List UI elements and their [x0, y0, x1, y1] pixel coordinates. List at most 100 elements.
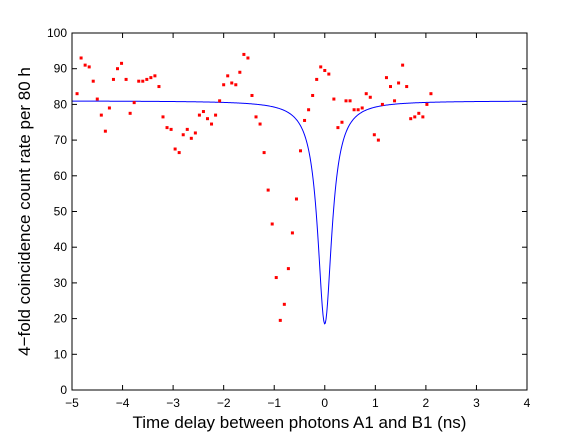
data-point [201, 110, 205, 114]
x-tick-label: 1 [372, 396, 379, 410]
data-point [132, 101, 136, 105]
data-point [364, 92, 368, 96]
data-point [87, 65, 91, 69]
data-point [226, 74, 230, 78]
data-point [393, 99, 397, 103]
data-point [286, 267, 290, 271]
data-point [290, 231, 294, 235]
axis-labels: Time delay between photons A1 and B1 (ns… [15, 67, 466, 432]
data-point [177, 151, 181, 155]
data-point [254, 115, 258, 119]
x-tick-label: 2 [423, 396, 430, 410]
data-point [294, 197, 298, 201]
x-tick-label: −3 [166, 396, 180, 410]
x-tick-label: 4 [524, 396, 531, 410]
y-axis-label: 4−fold coincidence count rate per 80 h [15, 67, 34, 356]
data-point [218, 99, 222, 103]
data-point [120, 61, 124, 65]
data-point [360, 106, 364, 110]
data-point [356, 108, 360, 112]
data-point [128, 111, 132, 115]
data-point [91, 79, 95, 83]
data-point [336, 126, 340, 130]
data-point [242, 52, 246, 56]
data-point [405, 85, 409, 89]
data-point [307, 108, 311, 112]
data-point [274, 276, 278, 280]
data-point [421, 115, 425, 119]
x-tick-label: −5 [65, 396, 79, 410]
data-point [368, 95, 372, 99]
x-axis-label: Time delay between photons A1 and B1 (ns… [133, 413, 467, 432]
data-point [214, 113, 218, 117]
data-point [348, 99, 352, 103]
data-point [270, 222, 274, 226]
data-point [238, 70, 242, 74]
data-point [389, 85, 392, 89]
data-point [303, 118, 307, 122]
data-point [413, 115, 417, 119]
data-point [116, 67, 119, 71]
data-point [380, 102, 384, 106]
data-point [384, 76, 388, 80]
data-point [282, 302, 286, 306]
data-point [344, 99, 348, 103]
x-tick-label: 3 [473, 396, 480, 410]
data-point [234, 83, 238, 87]
data-point [99, 113, 103, 117]
data-point [409, 117, 413, 121]
data-point [95, 97, 99, 101]
data-point [311, 93, 315, 97]
data-point [181, 133, 185, 137]
data-point [141, 79, 145, 83]
data-point [169, 127, 173, 131]
data-point [189, 136, 193, 140]
data-point [161, 115, 165, 119]
y-tick-label: 50 [54, 205, 68, 219]
data-point [401, 63, 405, 67]
y-tick-label: 80 [54, 97, 68, 111]
data-point [197, 113, 201, 117]
data-point [417, 111, 421, 115]
data-point [340, 120, 344, 124]
fit-curve [72, 100, 528, 325]
y-tick-label: 100 [47, 26, 67, 40]
data-point [173, 147, 177, 151]
plot-area [72, 52, 528, 325]
y-tick-label: 90 [54, 62, 68, 76]
data-point [124, 77, 128, 81]
data-point [258, 122, 262, 126]
x-tick-label: −4 [116, 396, 130, 410]
y-tick-label: 60 [54, 169, 68, 183]
data-point [111, 77, 115, 81]
data-point [319, 65, 323, 69]
y-tick-label: 40 [54, 240, 68, 254]
data-point [153, 74, 157, 78]
data-point [429, 92, 433, 96]
data-point [210, 122, 214, 126]
x-tick-label: 0 [321, 396, 328, 410]
y-tick-label: 0 [60, 383, 67, 397]
data-point [79, 56, 83, 60]
x-tick-label: −2 [217, 396, 231, 410]
x-tick-label: −1 [267, 396, 281, 410]
data-point [352, 108, 356, 112]
data-point [376, 138, 380, 142]
data-point [266, 188, 270, 192]
data-point [315, 77, 319, 81]
data-point [299, 149, 303, 153]
data-point [165, 126, 169, 130]
data-point [149, 76, 153, 80]
data-point [246, 56, 250, 60]
data-point [103, 129, 107, 133]
data-point [332, 97, 336, 101]
data-point [278, 318, 282, 322]
y-tick-label: 70 [54, 133, 68, 147]
data-point [193, 131, 197, 135]
y-tick-label: 20 [54, 312, 68, 326]
data-point [372, 133, 376, 137]
y-tick-label: 10 [54, 347, 68, 361]
data-point [107, 106, 111, 110]
